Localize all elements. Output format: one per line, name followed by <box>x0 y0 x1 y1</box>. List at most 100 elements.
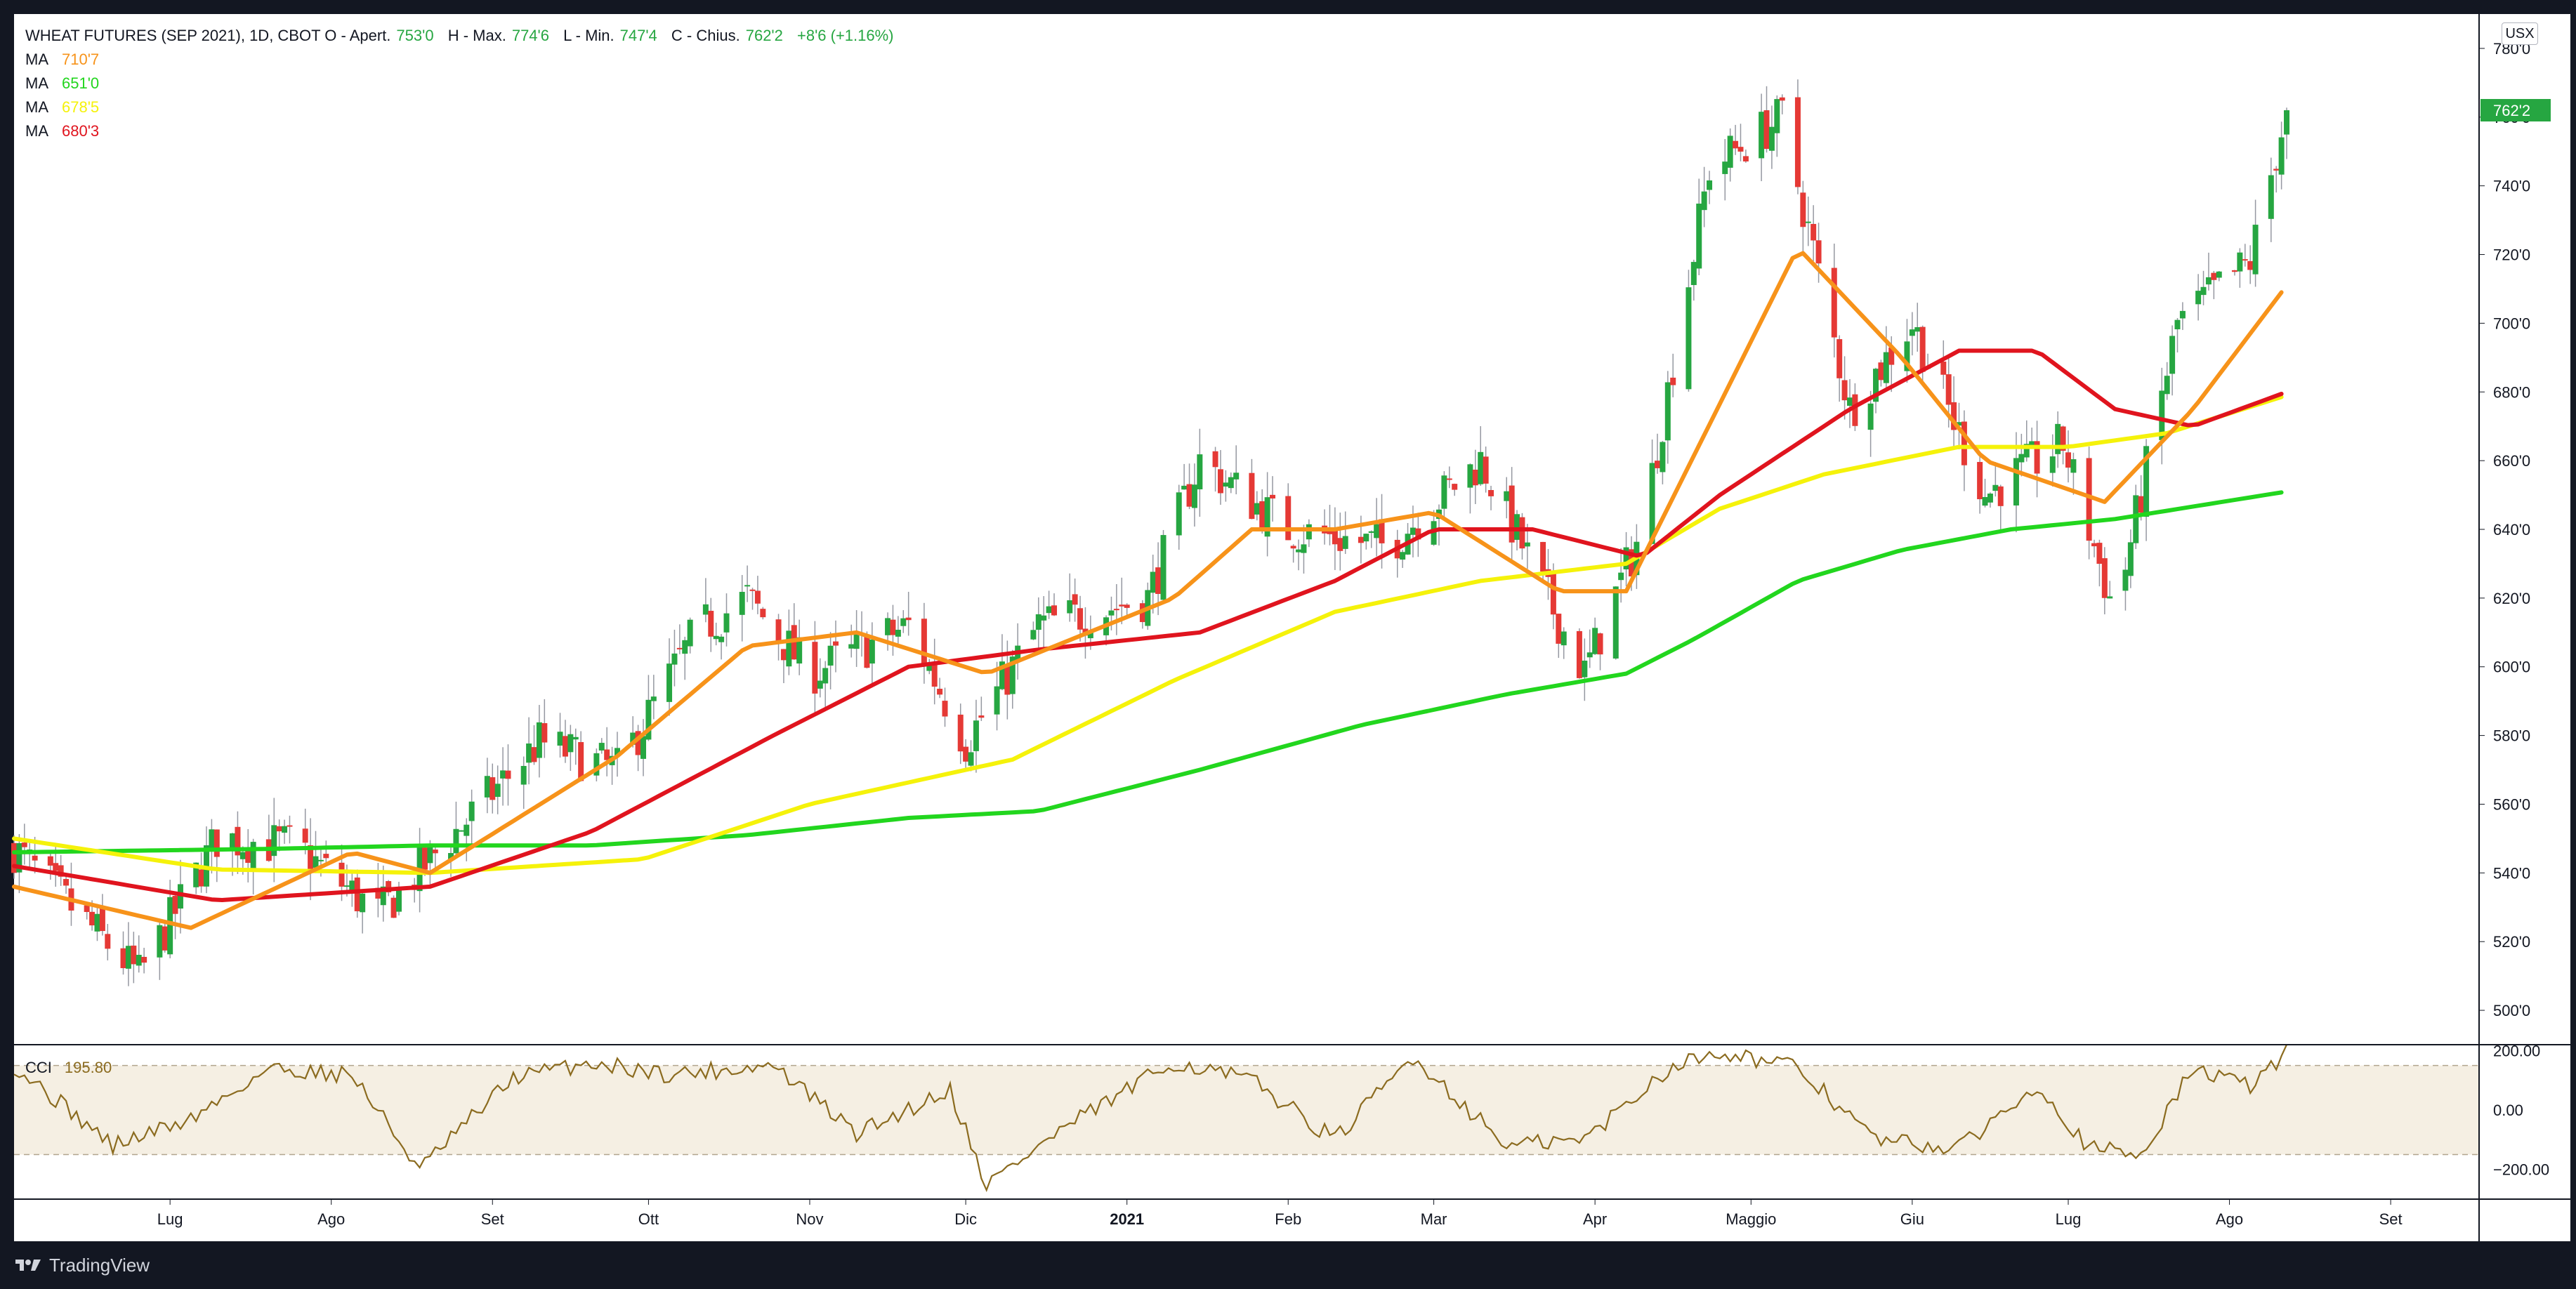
candle-body <box>1582 661 1588 677</box>
candle-body <box>1046 606 1052 614</box>
cci-band <box>14 1065 2479 1155</box>
candle-body <box>1067 600 1073 614</box>
candle-body <box>2107 596 2113 599</box>
candle-body <box>890 619 896 635</box>
symbol-title[interactable]: WHEAT FUTURES (SEP 2021), 1D, CBOT <box>25 27 321 44</box>
candle-body <box>833 641 839 646</box>
candle-body <box>1878 362 1884 381</box>
candle-body <box>1119 604 1125 607</box>
ma-legend-1[interactable]: MA 651'0 <box>25 72 904 95</box>
candle-body <box>1815 240 1822 264</box>
high-value: 774'6 <box>511 27 549 44</box>
candle-body <box>1836 339 1843 378</box>
candle-body <box>1409 527 1416 535</box>
candle-body <box>360 893 366 913</box>
last-price-badge <box>2480 99 2551 122</box>
candle-body <box>1363 534 1369 542</box>
candle-body <box>1191 484 1197 508</box>
candle-body <box>1737 147 1744 152</box>
ma-value: 678'5 <box>62 98 100 116</box>
y-tick-label: 580'0 <box>2493 727 2530 745</box>
candle-body <box>1228 477 1234 489</box>
close-label: C - Chius. <box>671 27 740 44</box>
candle-body <box>1400 552 1406 560</box>
candle-body <box>614 748 620 755</box>
ma-legend-2[interactable]: MA 678'5 <box>25 95 904 119</box>
cci-line <box>13 1044 2287 1193</box>
candle-body <box>1514 514 1520 540</box>
candle-body <box>963 746 969 762</box>
candle-body <box>708 611 714 637</box>
candle-body <box>754 590 761 604</box>
tradingview-logo-icon <box>15 1260 41 1271</box>
candle-body <box>1270 494 1276 499</box>
candle-body <box>1483 456 1489 484</box>
candle-body <box>1727 135 1733 168</box>
candle-body <box>395 887 402 912</box>
candle-body <box>2096 543 2103 564</box>
candle-body <box>1982 496 1988 506</box>
candle-body <box>2023 444 2030 458</box>
candle-body <box>1524 542 1530 547</box>
candle-body <box>957 714 964 752</box>
candle-body <box>1846 397 1853 406</box>
candle-body <box>1707 180 1713 190</box>
y-tick-label: 740'0 <box>2493 178 2530 195</box>
candle-body <box>718 636 725 642</box>
candle-body <box>2237 252 2243 272</box>
brand-name: TradingView <box>49 1254 150 1276</box>
candle-body <box>32 855 38 861</box>
x-tick-label: Dic <box>954 1210 977 1228</box>
x-tick-label: Feb <box>1275 1210 1301 1228</box>
y-tick-label: 720'0 <box>2493 246 2530 264</box>
tradingview-logo[interactable]: TradingView <box>14 1250 150 1281</box>
candle-body <box>1150 571 1156 593</box>
candle-body <box>1155 567 1162 594</box>
candle-body <box>1852 394 1858 426</box>
candle-body <box>931 663 938 687</box>
candle-body <box>1940 362 1947 375</box>
candle-body <box>2284 110 2290 135</box>
candle-body <box>1951 402 1957 430</box>
candle-body <box>1030 630 1037 640</box>
legend: WHEAT FUTURES (SEP 2021), 1D, CBOT O - A… <box>25 24 904 143</box>
x-tick-label: Maggio <box>1726 1210 1776 1228</box>
candle-body <box>1072 594 1078 605</box>
candle-body <box>193 862 199 887</box>
candle-body <box>1722 161 1728 174</box>
candle-body <box>520 765 527 785</box>
candle-body <box>905 617 912 621</box>
candle-body <box>2200 286 2207 296</box>
candle-body <box>885 618 891 635</box>
cci-legend[interactable]: CCI 195.80 <box>25 1059 112 1077</box>
candle-body <box>1811 223 1817 241</box>
candle-body <box>230 833 236 852</box>
ma-line-green <box>12 490 2284 854</box>
candle-body <box>1883 352 1889 383</box>
candle-body <box>2091 543 2098 547</box>
candle-body <box>578 742 584 781</box>
ma-legend-0[interactable]: MA 710'7 <box>25 48 904 72</box>
candle-body <box>1504 491 1510 501</box>
candle-body <box>484 776 490 798</box>
candle-body <box>2242 259 2248 261</box>
candle-body <box>354 877 360 911</box>
candle-body <box>1831 267 1837 338</box>
candle-body <box>2127 542 2134 576</box>
symbol-info: WHEAT FUTURES (SEP 2021), 1D, CBOT O - A… <box>25 24 904 48</box>
candle-body <box>47 856 53 866</box>
candle-body <box>99 908 105 932</box>
candle-body <box>323 854 329 859</box>
candle-body <box>1977 462 1983 500</box>
ma-legend-3[interactable]: MA 680'3 <box>25 119 904 143</box>
candle-body <box>1742 156 1749 161</box>
candle-body <box>1992 484 1999 491</box>
currency-button[interactable]: USX <box>2502 22 2538 45</box>
candle-body <box>1332 527 1338 545</box>
candle-body <box>213 829 220 857</box>
candle-body <box>1181 485 1188 490</box>
candle-body <box>942 701 948 717</box>
candle-body <box>177 884 183 909</box>
x-tick-label: Set <box>481 1210 504 1228</box>
